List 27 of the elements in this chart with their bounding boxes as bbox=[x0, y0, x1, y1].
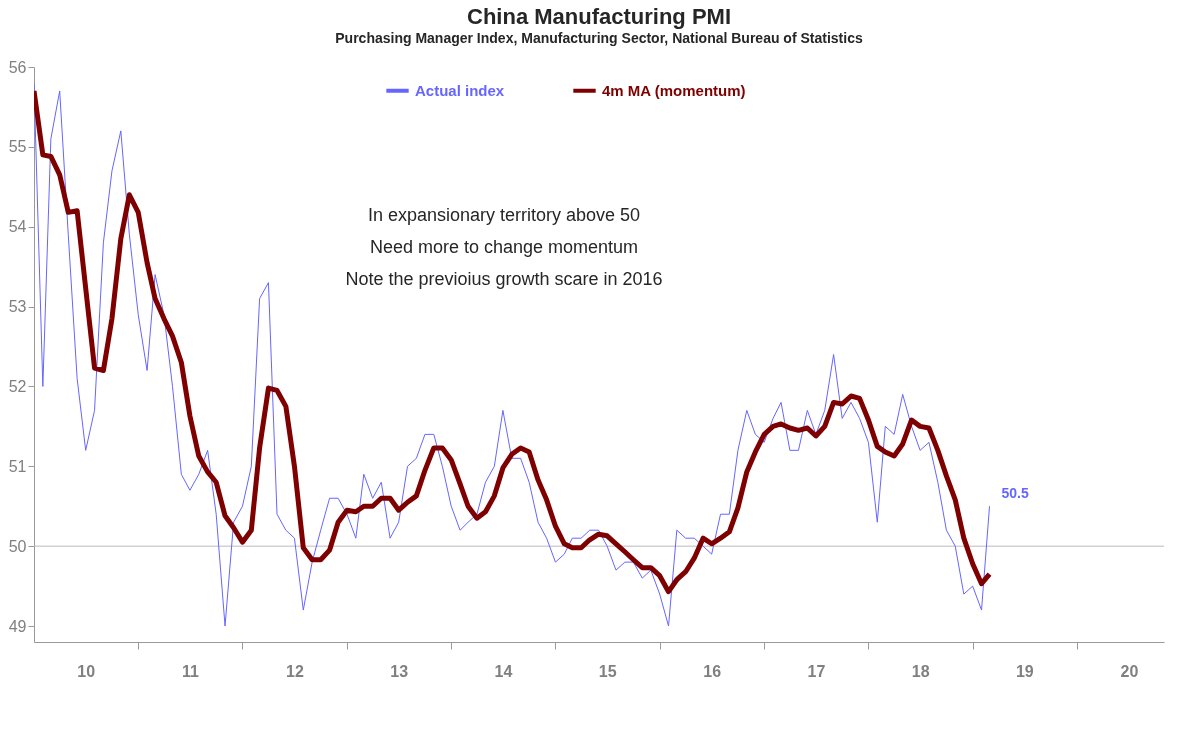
annotation: In expansionary territory above 50 bbox=[367, 205, 641, 225]
annotation: Note the previoius growth scare in 2016 bbox=[345, 269, 663, 289]
x-tick-label: 17 bbox=[807, 662, 826, 680]
y-tick-label: 55 bbox=[8, 138, 27, 156]
y-tick-label: 52 bbox=[8, 377, 27, 395]
y-tick-label: 56 bbox=[8, 58, 27, 76]
legend-label: 4m MA (momentum) bbox=[602, 81, 746, 99]
x-tick-label: 20 bbox=[1120, 662, 1139, 680]
chart-title: China Manufacturing PMI bbox=[467, 4, 731, 29]
x-tick-label: 12 bbox=[286, 662, 304, 680]
annotation: Need more to change momentum bbox=[369, 237, 639, 257]
x-tick-label: 14 bbox=[494, 662, 513, 680]
data-label: 50.5 bbox=[1001, 485, 1029, 502]
x-tick-label: 10 bbox=[77, 662, 96, 680]
y-tick-label: 54 bbox=[8, 218, 27, 236]
legend-label: Actual index bbox=[415, 81, 505, 99]
x-tick-label: 13 bbox=[390, 662, 409, 680]
y-tick-label: 49 bbox=[8, 617, 27, 635]
x-tick-label: 15 bbox=[598, 662, 617, 680]
x-tick-label: 18 bbox=[911, 662, 930, 680]
y-tick-label: 50 bbox=[8, 537, 27, 555]
y-tick-label: 51 bbox=[8, 457, 27, 475]
x-tick-label: 16 bbox=[703, 662, 722, 680]
x-tick-label: 19 bbox=[1015, 662, 1034, 680]
x-tick-label: 11 bbox=[181, 662, 199, 680]
chart-subtitle: Purchasing Manager Index, Manufacturing Sector, National Bureau of Statistics bbox=[335, 30, 863, 46]
y-tick-label: 53 bbox=[8, 298, 27, 316]
